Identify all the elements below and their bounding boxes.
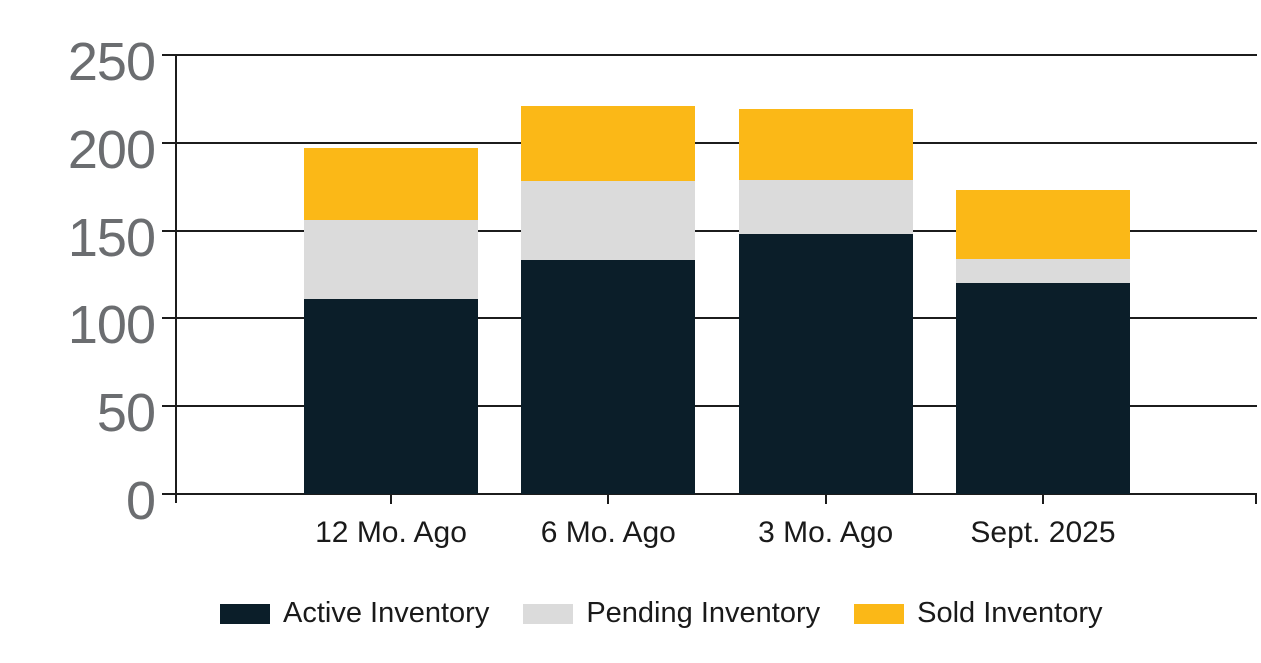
y-tick-label: 0	[125, 471, 156, 531]
legend-swatch	[854, 603, 905, 624]
gridline-250	[162, 54, 1257, 56]
legend: Active Inventory Pending Inventory Sold In…	[220, 599, 1103, 628]
sold-inventory-segment	[738, 109, 913, 180]
y-axis-line	[175, 55, 177, 503]
bar-12-mo-ago	[304, 148, 478, 494]
legend-label: Sold Inventory	[917, 597, 1103, 629]
active-inventory-segment	[955, 283, 1130, 494]
legend-label: Active Inventory	[283, 597, 490, 629]
legend-item-sold-inventory: Sold Inventory	[854, 597, 1103, 629]
pending-inventory-segment	[521, 181, 696, 261]
x-axis-end-tick	[1255, 494, 1257, 504]
active-inventory-segment	[304, 299, 478, 494]
legend-label: Pending Inventory	[586, 597, 821, 629]
bar-6-mo-ago	[521, 105, 696, 494]
sold-inventory-segment	[521, 105, 696, 182]
gridline-150	[162, 229, 1257, 232]
x-axis-tick	[1041, 494, 1044, 504]
x-axis-tick	[607, 494, 610, 504]
active-inventory-segment	[738, 234, 913, 494]
x-axis-tick	[824, 494, 827, 504]
gridline-100	[162, 317, 1257, 320]
bar-sept-2025	[955, 190, 1130, 494]
legend-item-pending-inventory: Pending Inventory	[523, 599, 820, 628]
x-category-label: 12 Mo. Ago	[315, 516, 467, 549]
legend-swatch	[220, 603, 270, 624]
x-category-label: 6 Mo. Ago	[540, 516, 676, 549]
sold-inventory-segment	[955, 190, 1130, 259]
x-axis-tick	[390, 494, 392, 504]
pending-inventory-segment	[304, 220, 478, 300]
pending-inventory-segment	[955, 258, 1130, 284]
gridline-50	[162, 405, 1257, 408]
bar-3-mo-ago	[738, 109, 913, 494]
active-inventory-segment	[521, 260, 696, 494]
y-tick-label: 250	[67, 32, 156, 92]
legend-swatch	[523, 603, 574, 624]
legend-item-active-inventory: Active Inventory	[220, 599, 489, 628]
gridline-200	[162, 141, 1257, 144]
y-tick-label: 100	[67, 295, 156, 356]
y-tick-label: 200	[67, 119, 156, 180]
sold-inventory-segment	[304, 148, 478, 221]
x-category-label: Sept. 2025	[970, 516, 1116, 549]
y-tick-label: 150	[67, 207, 156, 268]
y-tick-label: 50	[96, 383, 156, 444]
gridline-0	[162, 493, 1257, 495]
pending-inventory-segment	[738, 179, 913, 235]
x-category-label: 3 Mo. Ago	[758, 516, 894, 549]
plot-area	[162, 54, 1257, 504]
